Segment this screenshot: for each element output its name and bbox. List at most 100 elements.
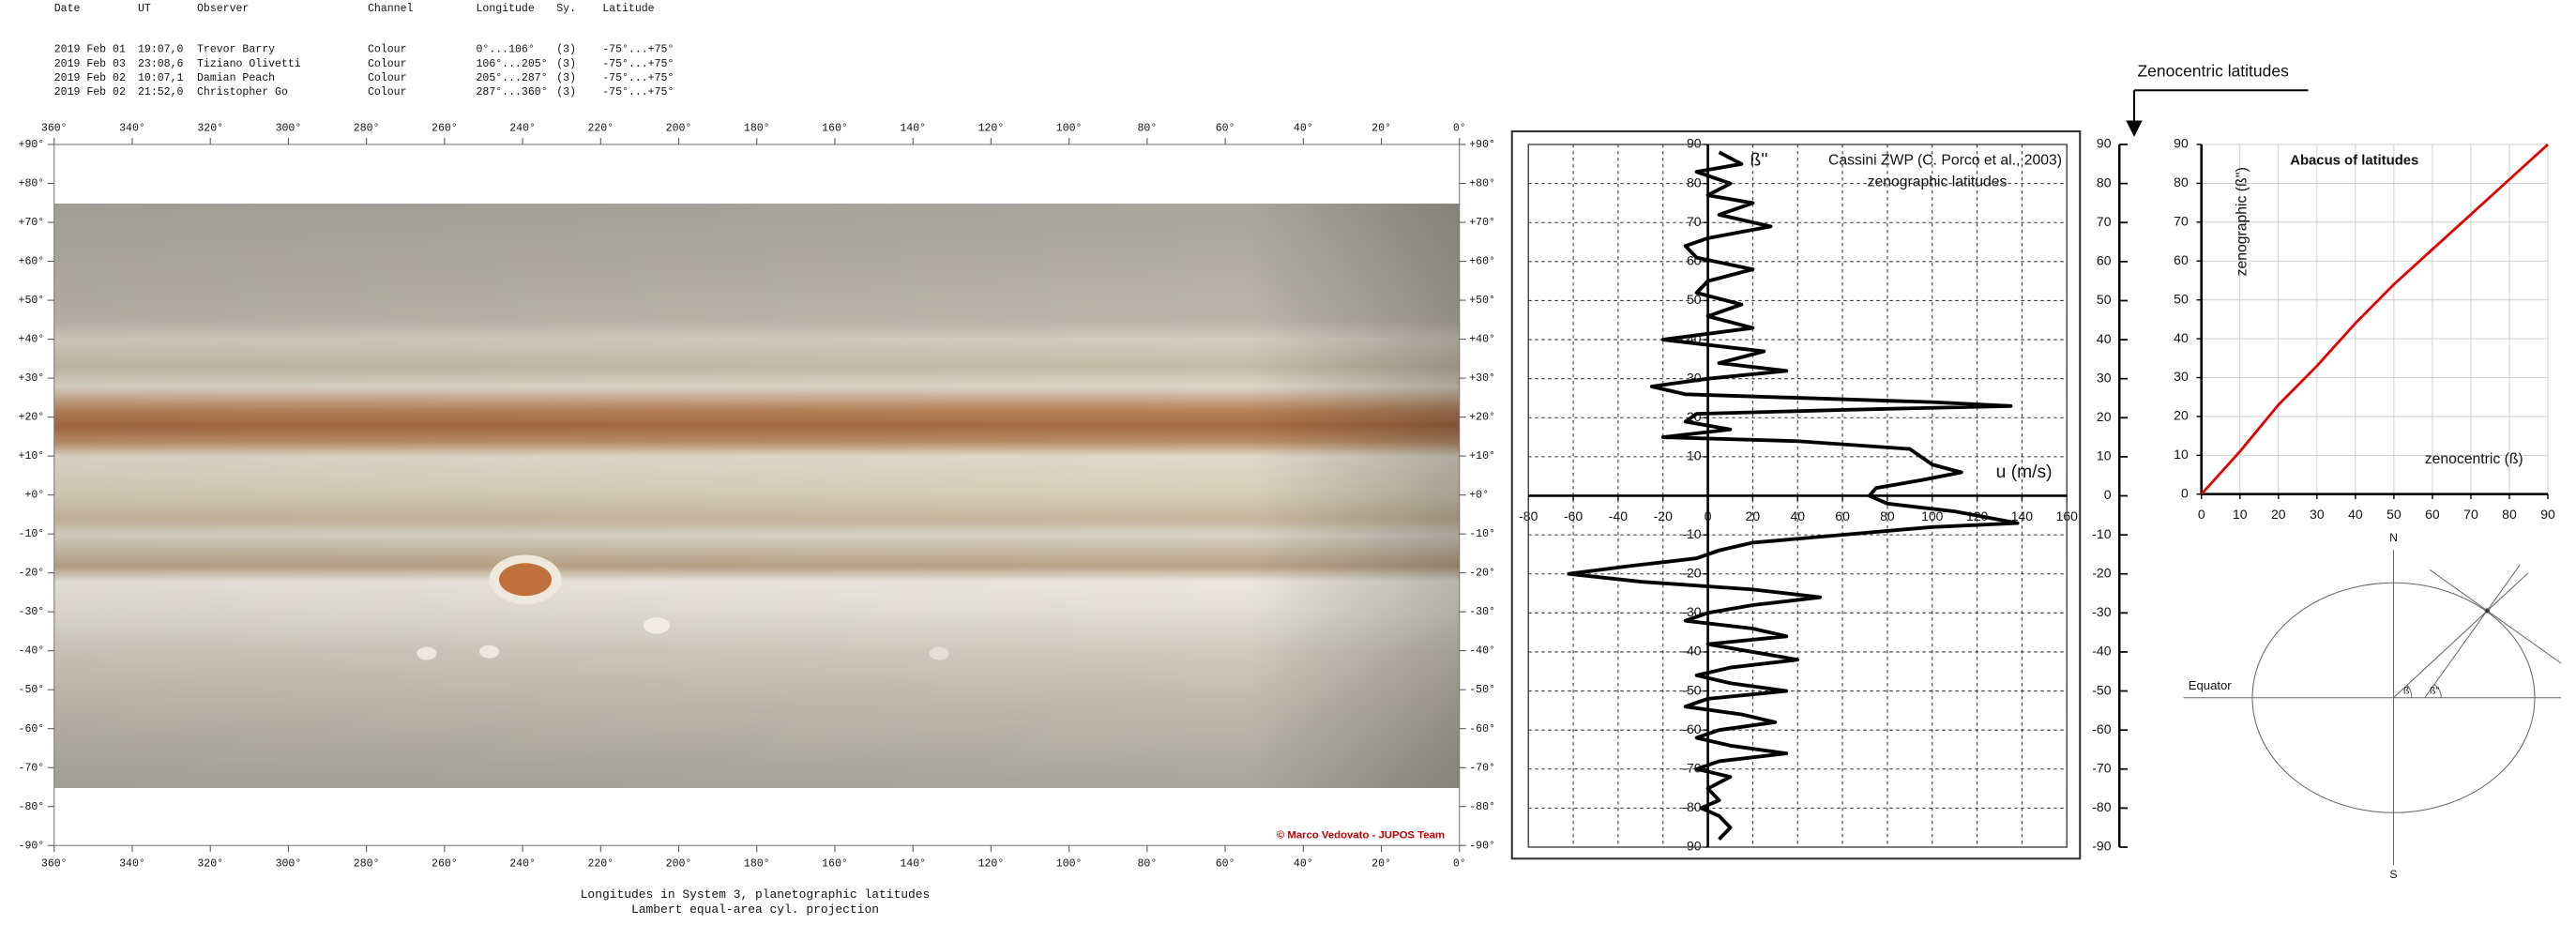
- table-header: Channel: [368, 3, 414, 15]
- table-cell: Damian Peach: [197, 72, 275, 84]
- table-cell: Colour: [368, 58, 407, 70]
- lat-tick-label: +10°: [1469, 450, 1495, 462]
- lon-tick-label: 60°: [1216, 123, 1235, 135]
- lon-tick-label: 180°: [744, 123, 770, 135]
- lat-tick-label: +70°: [19, 217, 45, 229]
- table-cell: Colour: [368, 86, 407, 99]
- zenocentric-arrow: [2126, 89, 2309, 137]
- lon-tick-label: 140°: [900, 858, 926, 871]
- x-tick-label: -40: [1609, 508, 1628, 523]
- north-label: N: [2389, 531, 2398, 544]
- table-cell: 2019 Feb 02: [54, 72, 126, 84]
- y2-tick-label: 30: [2097, 370, 2112, 385]
- arrow-head: [2126, 120, 2143, 137]
- table-cell: Colour: [368, 72, 407, 84]
- y-tick-label: -80: [1682, 799, 1701, 814]
- y-tick-label: 80: [1687, 174, 1702, 190]
- lon-tick-label: 40°: [1294, 123, 1313, 135]
- lat-tick-label: +0°: [24, 490, 44, 502]
- y-axis-label: zenographic (ß''): [2235, 167, 2250, 276]
- lat-tick-label: +20°: [1469, 412, 1495, 424]
- table-cell: (3): [556, 58, 576, 70]
- white-oval: [644, 616, 671, 634]
- lon-tick-label: 300°: [276, 858, 302, 871]
- y2-tick-label: 0: [2104, 487, 2112, 502]
- y-tick-label: 90: [1687, 136, 1702, 151]
- x-tick-label: 40: [2348, 507, 2363, 522]
- y-tick-label: -60: [1682, 721, 1701, 736]
- y-tick-label: 60: [2174, 252, 2189, 267]
- table-cell: 2019 Feb 02: [54, 86, 126, 99]
- lon-tick-label: 240°: [509, 123, 536, 135]
- lat-tick-label: +90°: [19, 139, 45, 151]
- y-tick-label: 10: [1687, 448, 1702, 463]
- table-cell: (3): [556, 72, 576, 84]
- chart-title: Abacus of latitudes: [2290, 153, 2418, 168]
- y2-tick-label: 10: [2097, 448, 2112, 463]
- lon-tick-label: 320°: [197, 858, 223, 871]
- y2-tick-label: -30: [2092, 604, 2111, 619]
- y2-tick-label: 70: [2097, 214, 2112, 229]
- y-tick-label: -70: [1682, 760, 1701, 775]
- lat-tick-label: -70°: [1469, 762, 1495, 774]
- y-tick-label: 50: [2174, 291, 2189, 306]
- y2-tick-label: -90: [2092, 839, 2111, 854]
- y-tick-label: 30: [2174, 369, 2189, 384]
- x-tick-label: 30: [2310, 507, 2325, 522]
- lat-tick-label: +60°: [19, 256, 45, 268]
- table-cell: (3): [556, 86, 576, 99]
- jupiter-map-image: [53, 144, 1461, 846]
- x-tick-label: 50: [2387, 507, 2402, 522]
- lat-tick-label: -10°: [1469, 528, 1495, 540]
- x-tick-label: -20: [1654, 508, 1673, 523]
- lat-tick-label: -40°: [1469, 645, 1495, 658]
- y-tick-label: 70: [2174, 214, 2189, 229]
- y2-tick-label: -80: [2092, 799, 2111, 814]
- lon-tick-label: 280°: [354, 858, 380, 871]
- lon-tick-label: 20°: [1371, 123, 1391, 135]
- table-cell: 0°...106°: [477, 44, 535, 56]
- data-line: [2200, 143, 2549, 495]
- table-header: Date: [54, 3, 81, 15]
- normal-ray: [2424, 564, 2521, 699]
- table-header: Sy.: [556, 3, 576, 15]
- lat-tick-label: -30°: [19, 606, 45, 618]
- table-cell: 287°...360°: [477, 86, 548, 99]
- lat-tick-label: -80°: [1469, 801, 1495, 813]
- lat-tick-label: -30°: [1469, 606, 1495, 618]
- lat-tick-label: -20°: [1469, 568, 1495, 580]
- y-tick-label: 0: [2181, 485, 2189, 500]
- lon-tick-label: 340°: [119, 123, 145, 135]
- x-tick-label: 90: [2540, 507, 2555, 522]
- y2-tick-label: -20: [2092, 565, 2111, 580]
- lat-tick-label: +50°: [19, 295, 45, 307]
- x-tick-label: 0: [2198, 507, 2205, 522]
- planet-shading: [53, 203, 1460, 788]
- caption: Lambert equal-area cyl. projection: [631, 902, 879, 917]
- white-oval: [479, 644, 500, 659]
- y-tick-label: 80: [2174, 174, 2189, 190]
- lon-tick-label: 80°: [1137, 858, 1157, 871]
- x-tick-label: 80: [1880, 508, 1895, 523]
- lon-tick-label: 300°: [276, 123, 302, 135]
- lon-tick-label: 220°: [587, 858, 614, 871]
- table-cell: -75°...+75°: [602, 44, 674, 56]
- table-cell: (3): [556, 44, 576, 56]
- y-tick-label: 70: [1687, 214, 1702, 229]
- y-tick-label: -40: [1682, 644, 1701, 659]
- y-axis-label: ß'': [1750, 151, 1768, 171]
- centric-ray: [2393, 572, 2529, 699]
- lat-tick-label: -20°: [19, 568, 45, 580]
- y2-tick-label: 60: [2097, 253, 2112, 268]
- lon-tick-label: 260°: [432, 123, 458, 135]
- table-cell: Trevor Barry: [197, 44, 275, 56]
- lat-tick-label: +80°: [19, 178, 45, 190]
- lon-tick-label: 0°: [1453, 858, 1466, 871]
- lat-tick-label: +40°: [19, 334, 45, 346]
- lat-tick-label: +30°: [19, 372, 45, 385]
- x-tick-label: 20: [2271, 507, 2286, 522]
- lon-tick-label: 240°: [509, 858, 536, 871]
- x-tick-label: 80: [2502, 507, 2517, 522]
- table-cell: 21:52,0: [138, 86, 184, 99]
